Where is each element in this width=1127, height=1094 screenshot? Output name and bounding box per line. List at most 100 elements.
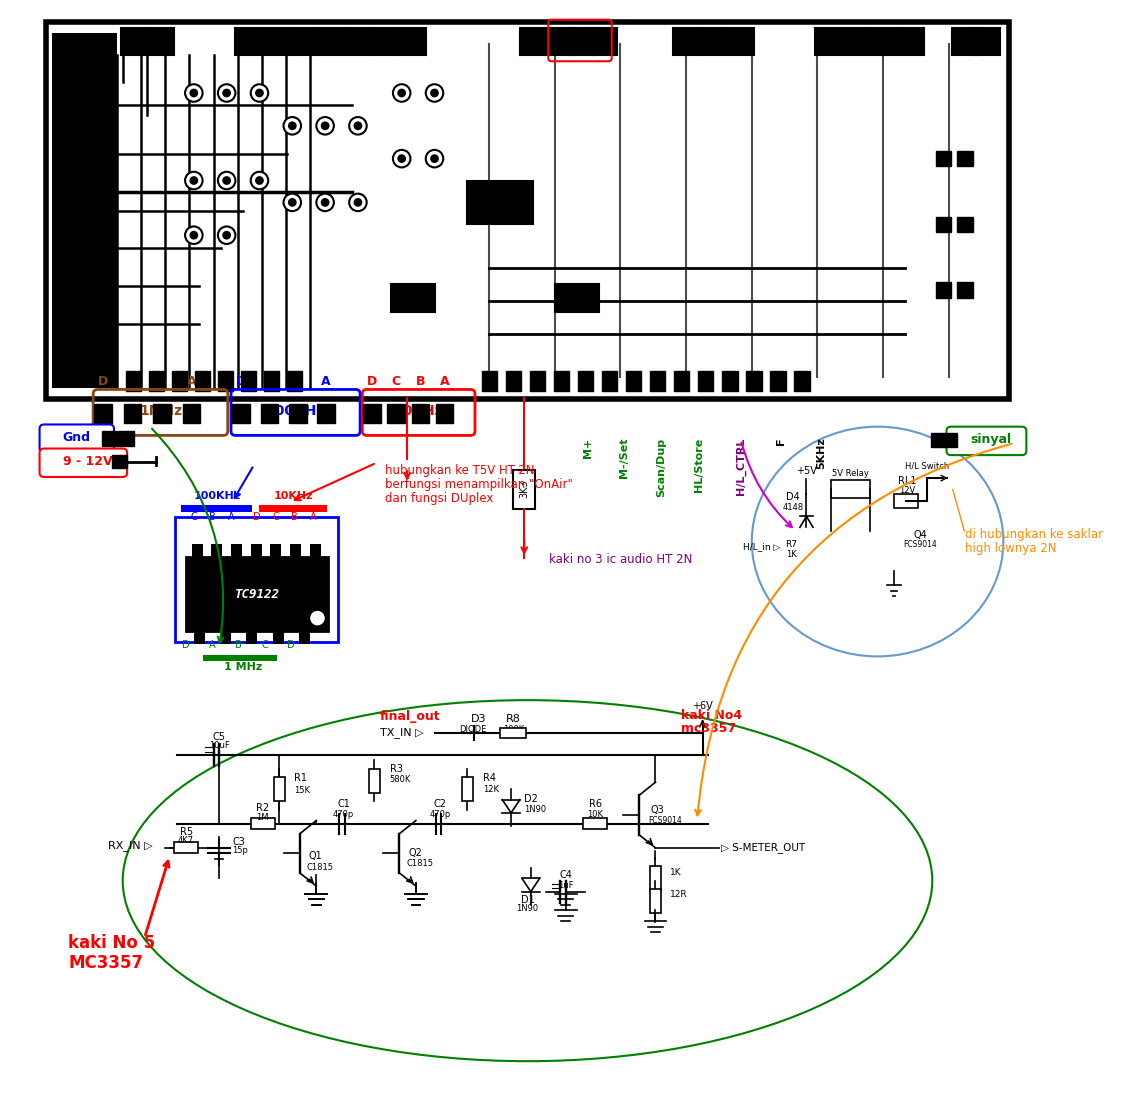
Bar xyxy=(250,818,275,829)
Text: C3: C3 xyxy=(232,837,245,847)
Text: R1: R1 xyxy=(294,772,308,782)
Bar xyxy=(513,470,535,509)
Bar xyxy=(345,28,371,55)
Bar xyxy=(944,433,958,447)
Text: C: C xyxy=(128,375,137,388)
Text: C4: C4 xyxy=(559,871,573,881)
Bar xyxy=(530,371,545,391)
Bar xyxy=(391,284,435,312)
Text: R3: R3 xyxy=(390,764,402,773)
Bar xyxy=(52,33,117,388)
Text: A: A xyxy=(210,640,215,650)
Bar xyxy=(299,631,310,644)
Bar xyxy=(935,151,951,166)
Bar xyxy=(625,371,641,391)
Bar xyxy=(897,28,923,55)
Bar xyxy=(700,28,727,55)
Bar xyxy=(894,494,919,508)
Text: B: B xyxy=(291,512,298,522)
Ellipse shape xyxy=(123,700,932,1061)
Bar xyxy=(310,544,321,557)
Bar xyxy=(831,480,870,498)
Bar xyxy=(203,655,277,661)
Circle shape xyxy=(189,176,198,185)
Bar xyxy=(952,28,978,55)
Bar xyxy=(236,28,261,55)
Bar xyxy=(974,28,1000,55)
Bar xyxy=(318,28,344,55)
Bar xyxy=(192,544,203,557)
Bar xyxy=(935,217,951,232)
Circle shape xyxy=(218,84,236,102)
Text: C: C xyxy=(190,512,197,522)
Circle shape xyxy=(255,176,264,185)
Bar xyxy=(270,544,282,557)
Bar xyxy=(674,371,690,391)
Circle shape xyxy=(250,172,268,189)
Text: C5: C5 xyxy=(213,732,225,742)
Circle shape xyxy=(311,612,325,625)
Circle shape xyxy=(426,150,443,167)
Text: +6V: +6V xyxy=(692,701,713,711)
Text: D2: D2 xyxy=(524,794,538,804)
Bar xyxy=(232,404,249,423)
Bar xyxy=(931,433,944,447)
Text: FCS9014: FCS9014 xyxy=(648,816,682,825)
Text: D4: D4 xyxy=(787,492,800,502)
Text: H/L_CTRL: H/L_CTRL xyxy=(736,438,746,494)
Text: 1M: 1M xyxy=(257,814,269,823)
Bar xyxy=(46,22,1009,399)
Circle shape xyxy=(393,150,410,167)
Bar xyxy=(149,371,165,391)
Circle shape xyxy=(349,194,366,211)
Text: M-/Set: M-/Set xyxy=(619,438,629,478)
Text: B: B xyxy=(236,640,242,650)
Circle shape xyxy=(189,89,198,97)
Bar xyxy=(722,371,737,391)
Text: 12R: 12R xyxy=(669,891,687,899)
Circle shape xyxy=(284,194,301,211)
Circle shape xyxy=(185,226,203,244)
Bar xyxy=(124,404,141,423)
Bar xyxy=(843,28,869,55)
Text: 4K7: 4K7 xyxy=(178,837,194,846)
Text: H/L Switch: H/L Switch xyxy=(905,462,949,470)
Bar xyxy=(650,371,665,391)
Bar xyxy=(554,284,598,312)
Text: 10KHz: 10KHz xyxy=(274,491,313,501)
Bar xyxy=(183,404,201,423)
Bar xyxy=(260,404,278,423)
Bar xyxy=(247,631,257,644)
Text: D3: D3 xyxy=(470,714,486,724)
Text: Q3: Q3 xyxy=(650,805,664,815)
Text: FCS9014: FCS9014 xyxy=(904,540,938,549)
Text: Scan/Dup: Scan/Dup xyxy=(656,438,666,497)
Circle shape xyxy=(287,198,296,207)
Text: 1K: 1K xyxy=(669,869,682,877)
Bar xyxy=(411,404,429,423)
Text: A: A xyxy=(440,375,450,388)
Bar xyxy=(241,371,256,391)
Text: 1uF: 1uF xyxy=(558,882,574,891)
Bar xyxy=(250,544,261,557)
Bar xyxy=(553,371,569,391)
Bar xyxy=(650,866,660,891)
Bar xyxy=(506,371,521,391)
Text: C: C xyxy=(273,512,279,522)
Bar xyxy=(958,282,973,298)
Text: 10KHz: 10KHz xyxy=(393,404,443,418)
Ellipse shape xyxy=(752,427,1003,656)
Text: Q1: Q1 xyxy=(309,851,322,861)
Text: RL1: RL1 xyxy=(898,476,916,486)
Circle shape xyxy=(398,154,406,163)
Circle shape xyxy=(349,117,366,135)
Text: D: D xyxy=(183,640,190,650)
Text: RX_IN ▷: RX_IN ▷ xyxy=(108,840,153,851)
Bar xyxy=(194,631,205,644)
Bar xyxy=(399,28,426,55)
Bar xyxy=(274,777,285,801)
Bar xyxy=(175,842,198,853)
Text: 5KHz: 5KHz xyxy=(816,438,826,469)
Text: A: A xyxy=(321,375,331,388)
Circle shape xyxy=(426,84,443,102)
